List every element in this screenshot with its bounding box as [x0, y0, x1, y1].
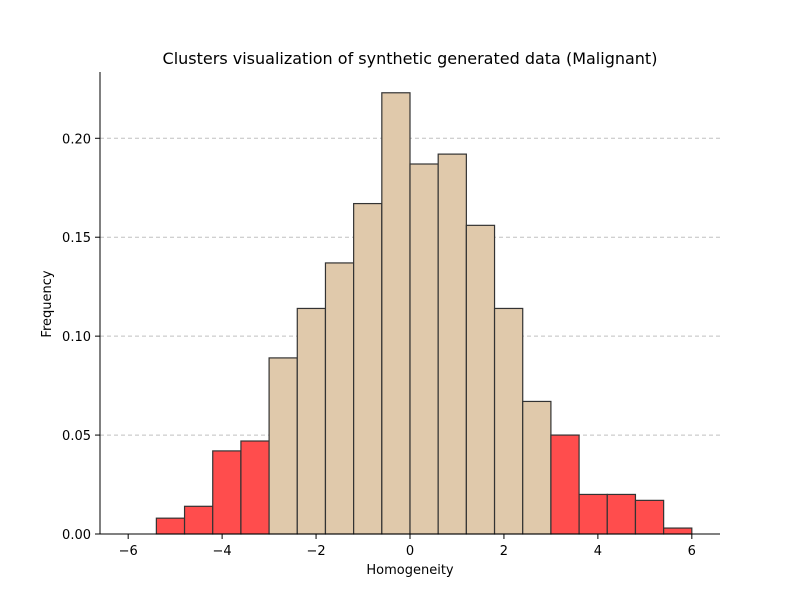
- y-tick-label-4: 0.20: [62, 132, 91, 147]
- histogram-bar-4: [268, 357, 298, 535]
- y-tick-label-1: 0.05: [62, 429, 91, 444]
- y-tick-label-3: 0.15: [62, 231, 91, 246]
- x-tick-label-0: −6: [119, 544, 138, 559]
- x-tick-label-6: 6: [688, 544, 696, 559]
- y-axis-label: Frequency: [40, 270, 55, 337]
- histogram-bar-12: [493, 307, 524, 535]
- bars: [155, 92, 693, 535]
- x-tick-label-4: 2: [500, 544, 508, 559]
- histogram-bar-5: [296, 307, 327, 535]
- histogram-bar-16: [606, 493, 637, 535]
- histogram-bar-11: [465, 224, 496, 535]
- x-tick-label-3: 0: [406, 544, 414, 559]
- histogram-bar-18: [663, 527, 693, 535]
- histogram-bar-8: [381, 92, 411, 535]
- histogram-bar-2: [212, 450, 242, 535]
- histogram-bar-15: [578, 493, 608, 535]
- x-tick-label-1: −4: [213, 544, 232, 559]
- y-tick-label-0: 0.00: [62, 528, 91, 543]
- x-axis-ticks: −6 −4 −2 0 2 4 6: [119, 534, 696, 559]
- histogram-bar-1: [183, 505, 214, 535]
- histogram-bar-13: [522, 400, 552, 535]
- histogram-bar-3: [240, 440, 270, 535]
- histogram-bar-6: [324, 262, 355, 535]
- histogram-bar-7: [353, 202, 383, 535]
- histogram-bar-17: [634, 499, 665, 535]
- histogram-bar-10: [437, 153, 467, 535]
- histogram-bar-0: [155, 517, 186, 535]
- x-axis-label: Homogeneity: [366, 563, 454, 578]
- histogram-bar-14: [550, 434, 580, 535]
- chart-title: Clusters visualization of synthetic gene…: [163, 49, 658, 68]
- x-tick-label-5: 4: [594, 544, 602, 559]
- y-axis-ticks: 0.00 0.05 0.10 0.15 0.20: [62, 132, 100, 543]
- histogram-bar-9: [409, 163, 439, 535]
- y-tick-label-2: 0.10: [62, 330, 91, 345]
- x-tick-label-2: −2: [306, 544, 325, 559]
